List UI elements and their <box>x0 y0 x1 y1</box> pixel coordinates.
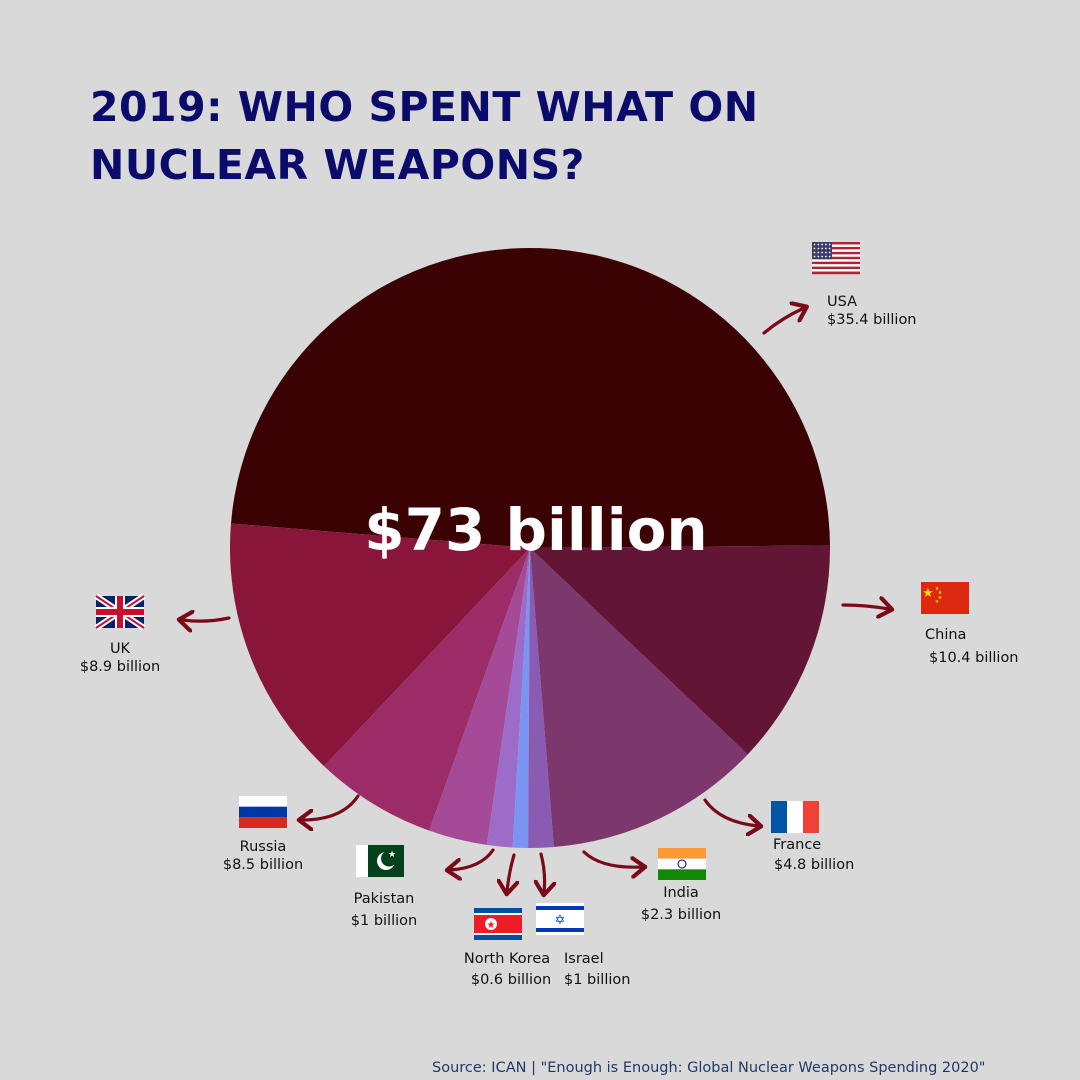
arrow-china <box>841 605 889 609</box>
arrow-russia <box>302 794 360 820</box>
slice-india <box>429 548 530 845</box>
arrow-india <box>582 850 642 867</box>
value-pakistan: $1 billion <box>351 913 417 929</box>
svg-text:★: ★ <box>388 850 396 860</box>
arrow-north-korea <box>507 853 514 891</box>
label-france: France <box>773 837 821 853</box>
arrow-usa <box>762 308 804 335</box>
country-flags: ★ ★★★★✡★★ <box>94 242 969 940</box>
value-north-korea: $0.6 billion <box>471 972 551 988</box>
source-citation: Source: ICAN | "Enough is Enough: Global… <box>432 1060 986 1076</box>
value-usa: $35.4 billion <box>827 312 917 328</box>
label-china: China <box>925 627 966 643</box>
india-flag-icon <box>658 848 706 880</box>
pakistan-flag-icon: ★ <box>356 845 404 877</box>
slice-pakistan <box>528 548 554 848</box>
label-north-korea: North Korea <box>464 951 550 967</box>
total-spending-label: $73 billion <box>364 496 707 564</box>
value-russia: $8.5 billion <box>223 857 303 873</box>
slice-usa <box>231 247 830 549</box>
russia-flag-icon <box>239 796 287 828</box>
france-flag-icon <box>771 801 819 833</box>
svg-text:✡: ✡ <box>555 913 566 928</box>
slice-uk <box>530 545 831 755</box>
slice-russia <box>530 548 748 848</box>
svg-text:★: ★ <box>938 590 943 596</box>
label-israel: Israel <box>564 951 604 967</box>
usa-flag-icon <box>812 242 860 275</box>
svg-text:★: ★ <box>922 586 934 601</box>
uk-flag-icon <box>94 593 146 631</box>
label-pakistan: Pakistan <box>354 891 415 907</box>
slice-north-korea <box>512 548 530 848</box>
pie-slices <box>229 247 831 848</box>
label-uk: UK <box>110 641 131 657</box>
value-india: $2.3 billion <box>641 907 721 923</box>
arrow-pakistan <box>450 848 495 870</box>
value-france: $4.8 billion <box>774 857 854 873</box>
svg-text:★: ★ <box>487 920 496 931</box>
svg-text:★: ★ <box>935 599 940 605</box>
slice-china <box>229 523 531 767</box>
callout-arrows <box>182 308 889 892</box>
label-usa: USA <box>827 294 857 310</box>
svg-text:★: ★ <box>938 595 943 601</box>
value-china: $10.4 billion <box>929 650 1019 666</box>
svg-text:★: ★ <box>935 586 940 592</box>
slice-israel <box>486 548 530 848</box>
page-title: 2019: WHO SPENT WHAT ON NUCLEAR WEAPONS? <box>90 83 759 189</box>
arrow-uk <box>182 618 231 621</box>
arrow-france <box>703 798 758 826</box>
china-flag-icon: ★ ★★★★ <box>921 582 969 614</box>
country-labels: USA $35.4 billion China $10.4 billion France… <box>80 294 1019 988</box>
arrow-israel <box>541 852 545 892</box>
israel-flag-icon: ✡ <box>536 903 584 935</box>
slice-france <box>324 548 530 831</box>
value-israel: $1 billion <box>564 972 630 988</box>
value-uk: $8.9 billion <box>80 659 160 675</box>
north-korea-flag-icon: ★ <box>474 908 522 940</box>
label-india: India <box>663 885 699 901</box>
label-russia: Russia <box>240 839 287 855</box>
